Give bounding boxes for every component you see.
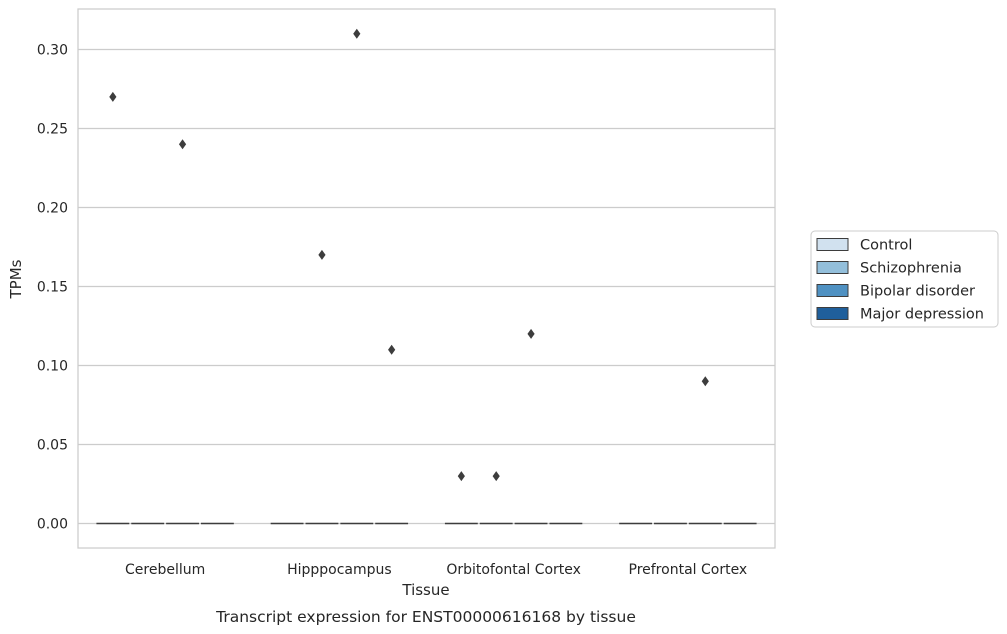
- outlier-point: [527, 328, 535, 339]
- outlier-point: [353, 28, 361, 39]
- outlier-point: [492, 471, 500, 482]
- gridlines: [78, 48, 775, 525]
- x-tick-label: Prefrontal Cortex: [629, 562, 748, 578]
- chart-caption: Transcript expression for ENST0000061616…: [215, 608, 636, 626]
- y-tick-label: 0.30: [37, 43, 68, 59]
- x-tick-label: Hipppocampus: [287, 562, 392, 578]
- outliers: [109, 28, 709, 482]
- legend-swatch: [816, 284, 849, 297]
- x-tick-labels: Cerebellum Hipppocampus Orbitofontal Corte…: [125, 562, 747, 578]
- y-axis-label: TPMs: [7, 259, 25, 299]
- legend: Control Schizophrenia Bipolar disorder Majo…: [810, 230, 999, 328]
- y-tick-label: 0.00: [37, 517, 68, 533]
- legend-label: Bipolar disorder: [860, 284, 975, 300]
- plot-frame: [77, 8, 776, 549]
- outlier-point: [701, 376, 709, 387]
- y-tick-label: 0.05: [37, 438, 68, 454]
- legend-label: Schizophrenia: [860, 261, 962, 277]
- x-tick-label: Cerebellum: [125, 562, 205, 578]
- outlier-point: [388, 344, 396, 355]
- legend-swatch: [816, 261, 849, 274]
- y-tick-label: 0.25: [37, 122, 68, 138]
- y-tick-label: 0.10: [37, 359, 68, 375]
- legend-swatch: [816, 307, 849, 320]
- legend-frame: [810, 230, 999, 328]
- outlier-point: [178, 139, 187, 150]
- outlier-point: [109, 91, 117, 102]
- y-tick-labels: 0.00 0.05 0.10 0.15 0.20 0.25 0.30: [37, 43, 68, 533]
- legend-label: Control: [860, 238, 912, 254]
- y-tick-label: 0.20: [37, 201, 68, 217]
- legend-label: Major depression: [860, 307, 984, 323]
- legend-swatch: [816, 238, 849, 251]
- outlier-point: [457, 471, 465, 482]
- y-tick-label: 0.15: [37, 280, 68, 296]
- x-tick-label: Orbitofontal Cortex: [446, 562, 581, 578]
- x-axis-label: Tissue: [401, 581, 449, 599]
- outlier-point: [318, 249, 326, 260]
